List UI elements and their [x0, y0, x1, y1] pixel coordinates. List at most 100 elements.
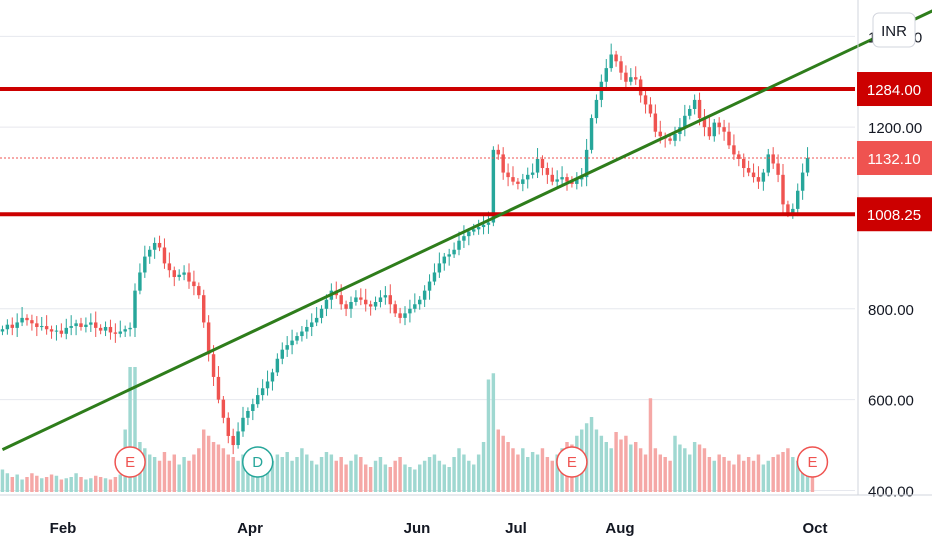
- volume-bar: [319, 457, 324, 492]
- volume-bar: [339, 457, 343, 492]
- candle-body: [776, 163, 780, 175]
- candle-body: [722, 127, 726, 132]
- candle-body: [516, 181, 520, 184]
- candle-body: [295, 336, 299, 341]
- volume-bar: [152, 457, 157, 492]
- volume-bar: [98, 477, 103, 492]
- candle-body: [702, 118, 707, 128]
- candle-body: [354, 297, 358, 302]
- candle-body: [437, 263, 442, 273]
- volume-bar: [467, 460, 471, 492]
- volume-bar: [668, 460, 672, 492]
- event-marker-circle[interactable]: [556, 446, 588, 478]
- candle-body: [491, 149, 496, 223]
- volume-bar: [270, 460, 275, 492]
- volume-bar: [40, 478, 44, 492]
- y-tick-label: 800.00: [868, 302, 914, 319]
- volume-bar: [295, 457, 299, 492]
- candle-body: [697, 99, 702, 119]
- candle-body: [643, 95, 648, 105]
- event-marker-circle[interactable]: [114, 446, 146, 478]
- candle-body: [796, 190, 800, 209]
- candle-body: [481, 224, 486, 228]
- volume-bar: [540, 448, 545, 492]
- volume-bar: [614, 432, 618, 492]
- event-marker[interactable]: E: [114, 446, 146, 478]
- volume-bar: [157, 460, 162, 492]
- volume-bar: [59, 479, 64, 492]
- candle-body: [442, 256, 446, 264]
- candle-body: [467, 231, 471, 237]
- event-marker[interactable]: D: [241, 446, 274, 478]
- level-price-tag[interactable]: 1008.25: [857, 197, 932, 232]
- volume-bar: [113, 477, 118, 492]
- y-tick-label: 400.00: [868, 483, 914, 500]
- event-marker[interactable]: E: [796, 446, 829, 478]
- volume-bar: [192, 454, 196, 492]
- candle-body: [383, 295, 388, 298]
- volume-bar: [260, 467, 265, 492]
- volume-bar: [280, 457, 284, 492]
- candle-body: [565, 177, 569, 182]
- candle-body: [756, 177, 761, 182]
- volume-bar: [403, 464, 407, 492]
- candle-body: [624, 72, 628, 82]
- volume-bar: [305, 454, 309, 492]
- currency-badge-box[interactable]: [872, 12, 916, 48]
- volume-bar: [177, 464, 181, 492]
- volume-bar: [511, 448, 515, 492]
- candle-body: [688, 108, 692, 116]
- volume-bar: [5, 473, 10, 492]
- candle-body: [496, 149, 500, 155]
- volume-bar: [535, 454, 540, 492]
- volume-bar: [594, 429, 599, 492]
- event-marker-letter: E: [567, 454, 577, 471]
- candle-body: [256, 395, 260, 405]
- candle-body: [167, 263, 172, 271]
- candle-body: [766, 154, 770, 173]
- volume-bar: [310, 460, 314, 492]
- event-marker[interactable]: E: [556, 446, 588, 478]
- candle-body: [211, 354, 216, 377]
- event-marker-circle[interactable]: [241, 446, 274, 478]
- currency-badge[interactable]: INR: [872, 12, 916, 48]
- event-marker-circle[interactable]: [796, 446, 829, 478]
- volume-bar: [221, 448, 226, 492]
- volume-bar: [364, 464, 368, 492]
- candle-body: [133, 290, 137, 328]
- candle-body: [653, 113, 658, 132]
- volume-bar: [692, 442, 697, 492]
- volume-bar: [413, 469, 417, 492]
- level-price-tag-box: [857, 197, 932, 232]
- candle-body: [118, 331, 122, 334]
- candle-body: [550, 174, 554, 182]
- candle-body: [614, 54, 618, 62]
- volume-bar: [472, 464, 476, 492]
- volume-bar: [516, 454, 520, 492]
- candle-body: [791, 208, 795, 214]
- current-price-tag[interactable]: 1132.10: [857, 140, 932, 175]
- volume-bar: [0, 469, 5, 492]
- volume-bar: [202, 429, 206, 492]
- candle-body: [98, 327, 103, 331]
- candle-body: [113, 332, 118, 334]
- candle-body: [103, 326, 108, 331]
- candle-body: [35, 323, 39, 327]
- volume-bar: [727, 460, 731, 492]
- candle-body: [148, 249, 152, 257]
- volume-bar: [452, 457, 456, 492]
- candle-body: [432, 272, 437, 282]
- volume-bar: [148, 454, 152, 492]
- trendline[interactable]: [1, 0, 932, 451]
- candle-body: [378, 297, 383, 302]
- level-price-tag[interactable]: 1284.00: [857, 72, 932, 107]
- candle-body: [742, 158, 746, 169]
- candle-body: [800, 172, 805, 191]
- candle-body: [555, 179, 559, 182]
- candle-body: [310, 322, 314, 327]
- candle-body: [683, 115, 687, 128]
- candle-body: [344, 304, 348, 309]
- candle-body: [388, 295, 392, 305]
- volume-bar: [300, 448, 304, 492]
